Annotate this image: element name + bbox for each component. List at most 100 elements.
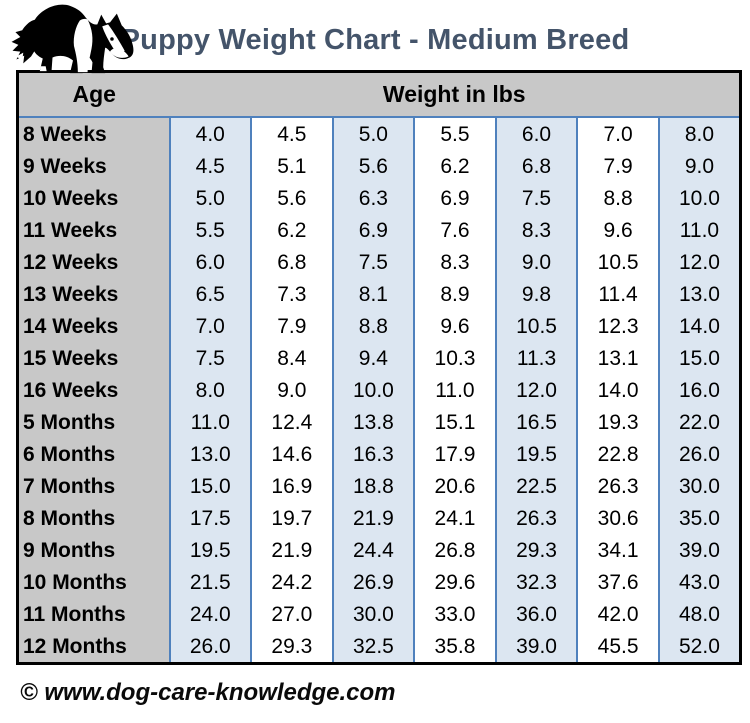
age-cell: 5 Months bbox=[17, 406, 170, 438]
weight-cell: 9.0 bbox=[657, 150, 742, 182]
weight-cell: 9.0 bbox=[494, 246, 578, 278]
weight-cell: 18.8 bbox=[331, 470, 415, 502]
weight-cell: 16.3 bbox=[331, 438, 415, 470]
weight-cell: 19.3 bbox=[576, 406, 659, 438]
header: Puppy Weight Chart - Medium Breed bbox=[0, 0, 750, 74]
weight-cell: 10.5 bbox=[576, 246, 659, 278]
weight-cell: 16.0 bbox=[657, 374, 742, 406]
age-cell: 9 Months bbox=[17, 534, 170, 566]
weight-cell: 9.4 bbox=[331, 342, 415, 374]
border-collie-dog-icon bbox=[6, 0, 138, 78]
weight-cell: 35.8 bbox=[413, 630, 496, 665]
age-cell: 10 Weeks bbox=[17, 182, 170, 214]
weight-cell: 5.6 bbox=[250, 182, 333, 214]
weight-cell: 12.0 bbox=[494, 374, 578, 406]
weight-cell: 14.6 bbox=[250, 438, 333, 470]
weight-cell: 5.1 bbox=[250, 150, 333, 182]
weight-cell: 8.0 bbox=[168, 374, 252, 406]
weight-cell: 29.3 bbox=[250, 630, 333, 665]
weight-cell: 16.5 bbox=[494, 406, 578, 438]
table-header-row: Age Weight in lbs bbox=[17, 71, 741, 117]
age-cell: 16 Weeks bbox=[17, 374, 170, 406]
weight-cell: 24.0 bbox=[168, 598, 252, 630]
weight-cell: 30.0 bbox=[331, 598, 415, 630]
weight-cell: 15.0 bbox=[657, 342, 742, 374]
weight-cell: 7.5 bbox=[168, 342, 252, 374]
weight-cell: 33.0 bbox=[413, 598, 496, 630]
weight-cell: 12.0 bbox=[657, 246, 742, 278]
weight-cell: 5.5 bbox=[413, 116, 496, 150]
weight-cell: 39.0 bbox=[657, 534, 742, 566]
weight-cell: 42.0 bbox=[576, 598, 659, 630]
weight-cell: 6.5 bbox=[168, 278, 252, 310]
weight-cell: 8.3 bbox=[413, 246, 496, 278]
weight-cell: 10.0 bbox=[331, 374, 415, 406]
weight-cell: 15.1 bbox=[413, 406, 496, 438]
weight-cell: 21.9 bbox=[331, 502, 415, 534]
weight-cell: 34.1 bbox=[576, 534, 659, 566]
weight-cell: 7.9 bbox=[250, 310, 333, 342]
weight-cell: 7.0 bbox=[576, 116, 659, 150]
weight-cell: 7.5 bbox=[494, 182, 578, 214]
table-row: 8 Weeks 4.0 4.5 5.0 5.5 6.0 7.0 8.0 bbox=[17, 116, 742, 150]
weight-cell: 27.0 bbox=[250, 598, 333, 630]
weight-cell: 11.4 bbox=[576, 278, 659, 310]
age-column-header: Age bbox=[17, 71, 170, 117]
weight-cell: 8.3 bbox=[494, 214, 578, 246]
weight-cell: 17.9 bbox=[413, 438, 496, 470]
weight-cell: 14.0 bbox=[576, 374, 659, 406]
copyright-text: © www.dog-care-knowledge.com bbox=[20, 679, 396, 706]
weight-cell: 7.9 bbox=[576, 150, 659, 182]
age-cell: 10 Months bbox=[17, 566, 170, 598]
table-row: 7 Months 15.0 16.9 18.8 20.6 22.5 26.3 30.0 bbox=[17, 470, 742, 502]
weight-cell: 8.8 bbox=[331, 310, 415, 342]
weight-cell: 4.5 bbox=[168, 150, 252, 182]
weight-column-header: Weight in lbs bbox=[169, 71, 741, 117]
age-cell: 6 Months bbox=[17, 438, 170, 470]
weight-cell: 36.0 bbox=[494, 598, 578, 630]
weight-cell: 52.0 bbox=[657, 630, 742, 665]
table-row: 12 Months 26.0 29.3 32.5 35.8 39.0 45.5 52.0 bbox=[17, 630, 742, 665]
weight-cell: 8.8 bbox=[576, 182, 659, 214]
weight-cell: 6.2 bbox=[250, 214, 333, 246]
weight-cell: 19.5 bbox=[494, 438, 578, 470]
weight-cell: 5.0 bbox=[168, 182, 252, 214]
weight-cell: 8.4 bbox=[250, 342, 333, 374]
weight-cell: 24.1 bbox=[413, 502, 496, 534]
weight-cell: 30.6 bbox=[576, 502, 659, 534]
weight-cell: 17.5 bbox=[168, 502, 252, 534]
weight-cell: 10.0 bbox=[657, 182, 742, 214]
weight-cell: 43.0 bbox=[657, 566, 742, 598]
page-title: Puppy Weight Chart - Medium Breed bbox=[120, 24, 630, 56]
weight-cell: 20.6 bbox=[413, 470, 496, 502]
weight-cell: 29.6 bbox=[413, 566, 496, 598]
weight-cell: 24.2 bbox=[250, 566, 333, 598]
table-row: 12 Weeks 6.0 6.8 7.5 8.3 9.0 10.5 12.0 bbox=[17, 246, 742, 278]
weight-cell: 6.2 bbox=[413, 150, 496, 182]
weight-cell: 26.0 bbox=[657, 438, 742, 470]
table-row: 8 Months 17.5 19.7 21.9 24.1 26.3 30.6 35.0 bbox=[17, 502, 742, 534]
age-cell: 13 Weeks bbox=[17, 278, 170, 310]
age-cell: 8 Weeks bbox=[17, 116, 170, 150]
age-cell: 12 Months bbox=[17, 630, 170, 665]
table-row: 11 Months 24.0 27.0 30.0 33.0 36.0 42.0 48.0 bbox=[17, 598, 742, 630]
weight-cell: 8.1 bbox=[331, 278, 415, 310]
footer: © www.dog-care-knowledge.com bbox=[20, 679, 750, 707]
weight-cell: 6.9 bbox=[331, 214, 415, 246]
table-row: 16 Weeks 8.0 9.0 10.0 11.0 12.0 14.0 16.0 bbox=[17, 374, 742, 406]
weight-cell: 11.3 bbox=[494, 342, 578, 374]
weight-cell: 8.9 bbox=[413, 278, 496, 310]
weight-cell: 24.4 bbox=[331, 534, 415, 566]
table-row: 9 Weeks 4.5 5.1 5.6 6.2 6.8 7.9 9.0 bbox=[17, 150, 742, 182]
weight-cell: 14.0 bbox=[657, 310, 742, 342]
age-cell: 11 Months bbox=[17, 598, 170, 630]
weight-cell: 4.5 bbox=[250, 116, 333, 150]
weight-cell: 21.9 bbox=[250, 534, 333, 566]
weight-cell: 9.0 bbox=[250, 374, 333, 406]
weight-cell: 12.3 bbox=[576, 310, 659, 342]
age-cell: 8 Months bbox=[17, 502, 170, 534]
table-row: 14 Weeks 7.0 7.9 8.8 9.6 10.5 12.3 14.0 bbox=[17, 310, 742, 342]
weight-cell: 26.3 bbox=[494, 502, 578, 534]
weight-cell: 10.5 bbox=[494, 310, 578, 342]
table-row: 10 Months 21.5 24.2 26.9 29.6 32.3 37.6 43.0 bbox=[17, 566, 742, 598]
